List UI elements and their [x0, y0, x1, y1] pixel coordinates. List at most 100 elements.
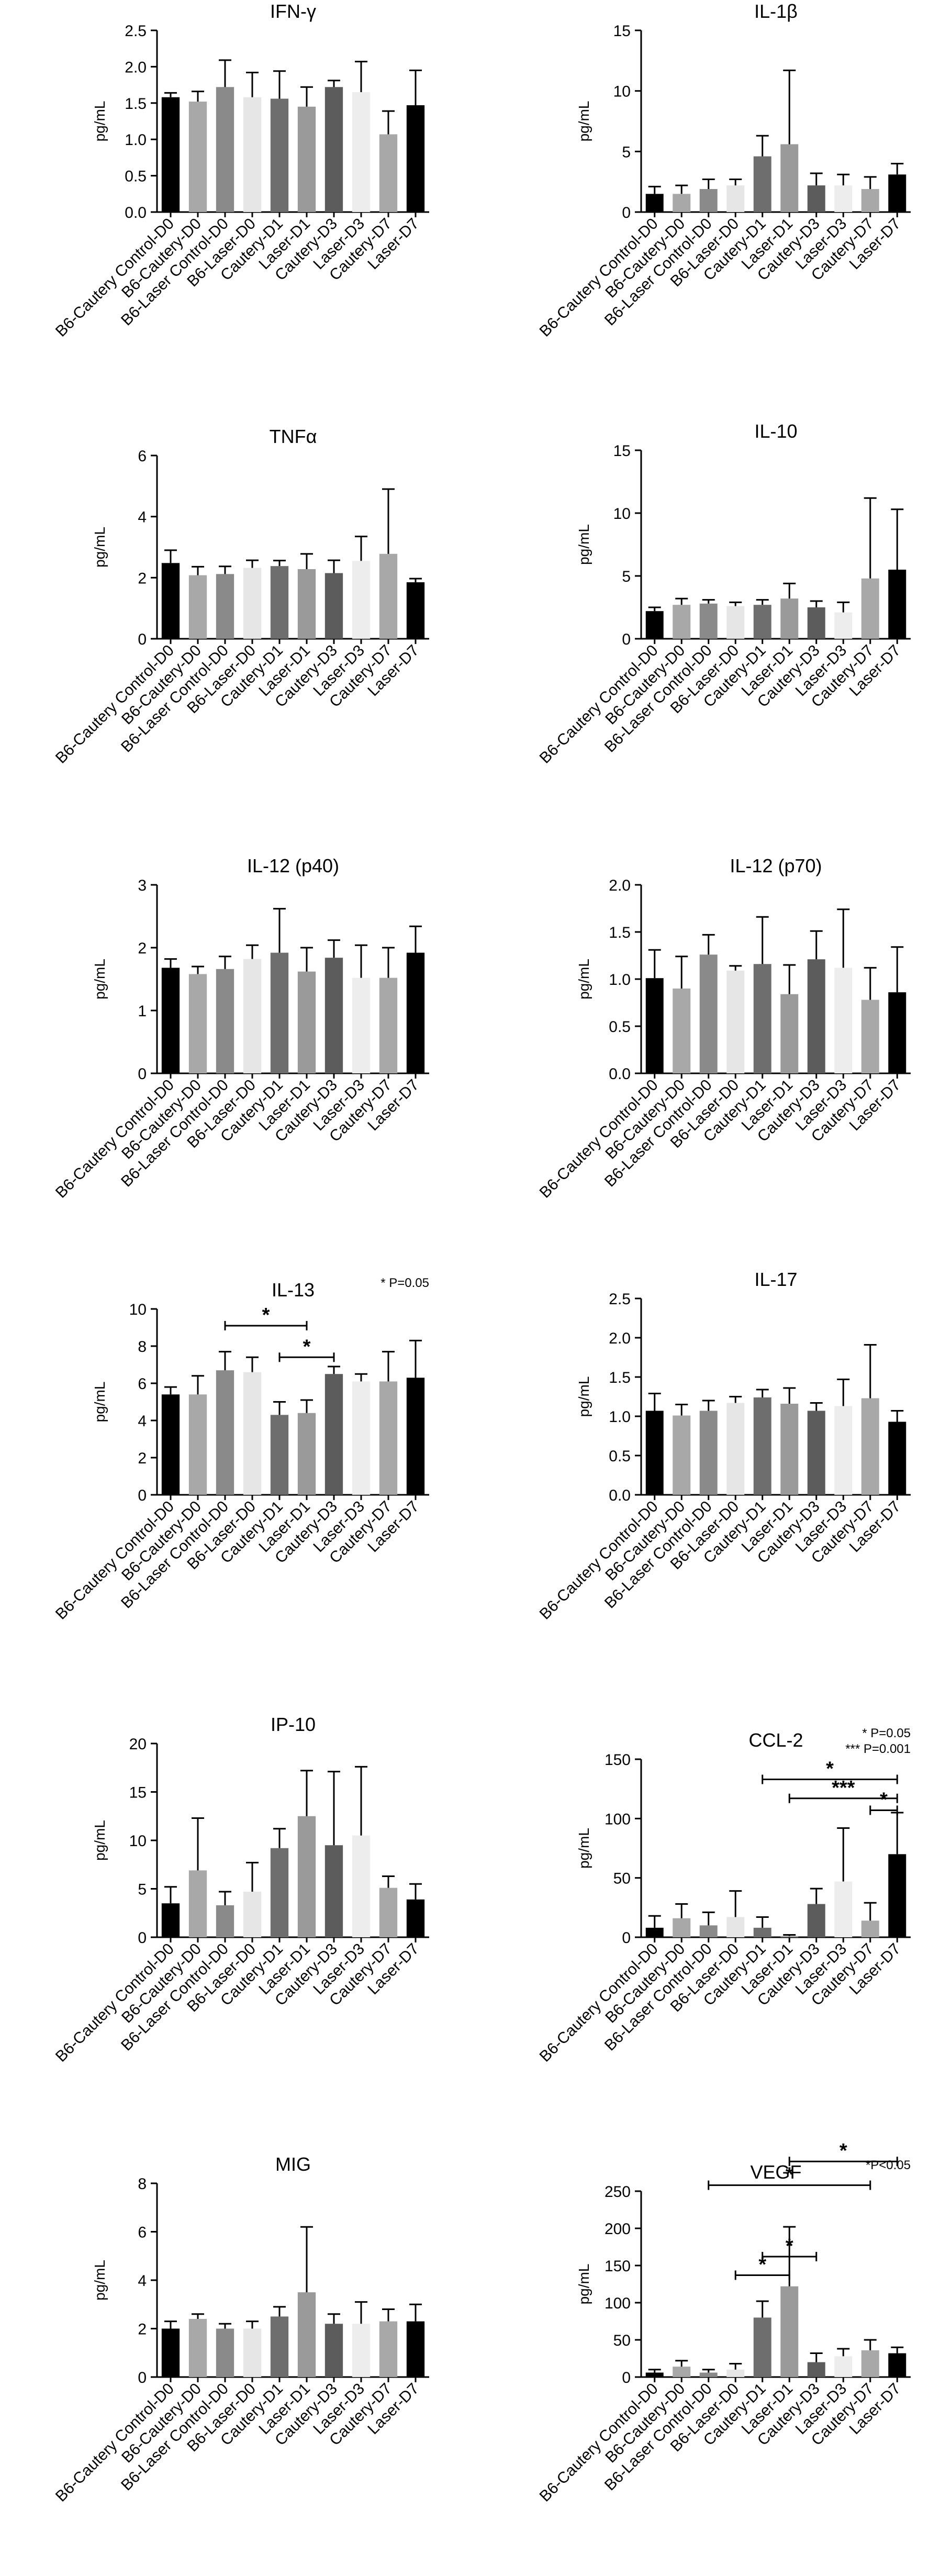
y-tick-label: 6	[138, 448, 147, 465]
bar-2	[216, 2328, 234, 2377]
y-axis-label: pg/mL	[576, 101, 592, 142]
y-tick-label: 10	[129, 1833, 147, 1850]
y-axis-label: pg/mL	[92, 1820, 108, 1861]
bar-1	[188, 1394, 207, 1495]
bar-8	[379, 134, 398, 212]
bar-0	[645, 611, 664, 639]
bar-1	[188, 575, 207, 639]
y-tick-label: 1.5	[125, 95, 147, 113]
y-axis-label: pg/mL	[576, 1828, 592, 1869]
bar-0	[645, 978, 664, 1073]
y-tick-label: 0	[138, 1487, 147, 1504]
y-axis-label: pg/mL	[576, 524, 592, 565]
y-tick-label: 0.5	[609, 1448, 631, 1465]
bar-2	[216, 87, 234, 212]
bar-7	[352, 92, 371, 212]
bar-5	[297, 2292, 316, 2377]
y-tick-label: 5	[622, 143, 631, 161]
bar-7	[834, 612, 853, 639]
bar-2	[699, 1411, 718, 1495]
bar-6	[324, 573, 343, 639]
significance-label: *	[758, 2253, 766, 2275]
y-tick-label: 50	[613, 2332, 631, 2349]
bar-3	[243, 568, 262, 639]
bar-5	[780, 1404, 799, 1495]
y-tick-label: 10	[613, 505, 631, 523]
bar-5	[780, 1936, 799, 1937]
y-tick-label: 5	[138, 1881, 147, 1898]
bar-4	[753, 2317, 771, 2377]
bar-1	[188, 1870, 207, 1937]
bar-8	[861, 2350, 879, 2377]
y-tick-label: 1.5	[609, 1369, 631, 1386]
significance-label: *	[786, 2164, 793, 2186]
y-tick-label: 2.0	[125, 59, 147, 76]
bar-3	[726, 2369, 745, 2377]
chart-title: TNFα	[270, 426, 317, 447]
bar-2	[699, 189, 718, 212]
y-tick-label: 15	[129, 1784, 147, 1802]
y-tick-label: 15	[613, 23, 631, 40]
y-tick-label: 4	[138, 509, 147, 526]
bar-2	[216, 1905, 234, 1937]
bar-6	[324, 87, 343, 212]
bar-5	[297, 1816, 316, 1937]
y-tick-label: 2	[138, 940, 147, 957]
bar-2	[216, 1370, 234, 1495]
y-tick-label: 10	[613, 83, 631, 101]
significance-label: ***	[832, 1777, 855, 1799]
y-tick-label: 3	[138, 877, 147, 894]
bar-4	[753, 156, 771, 212]
bar-3	[243, 1372, 262, 1495]
bar-9	[888, 1422, 906, 1495]
chart-title: IL-17	[754, 1269, 797, 1290]
bar-6	[324, 1845, 343, 1937]
bar-6	[324, 958, 343, 1073]
chart-title: IL-12 (p70)	[730, 855, 822, 876]
bar-1	[673, 1415, 691, 1495]
y-tick-label: 1.5	[609, 924, 631, 941]
chart-title: IFN-γ	[270, 1, 316, 22]
bar-0	[645, 1927, 664, 1937]
bar-5	[297, 569, 316, 639]
panel-5: IL-12 (p70)0.00.51.01.52.0pg/mLB6-Cauter…	[536, 855, 911, 1202]
bar-9	[406, 105, 425, 212]
bar-6	[807, 607, 825, 639]
y-tick-label: 0.5	[125, 168, 147, 185]
y-tick-label: 0	[138, 1929, 147, 1947]
significance-label: *	[303, 1336, 311, 1358]
y-tick-label: 0.0	[609, 1487, 631, 1504]
bar-2	[216, 969, 234, 1073]
bar-4	[753, 1397, 771, 1495]
bar-2	[699, 603, 718, 639]
x-tick-label: B6-Laser Control-D0	[601, 1076, 715, 1191]
y-tick-label: 20	[129, 1736, 147, 1753]
bar-0	[645, 194, 664, 212]
bar-3	[726, 606, 745, 639]
y-tick-label: 10	[129, 1301, 147, 1318]
y-tick-label: 0	[622, 1929, 631, 1947]
p-value-note: * P=0.05	[862, 1726, 911, 1740]
y-tick-label: 0.0	[609, 1065, 631, 1083]
bar-0	[161, 1903, 180, 1937]
bar-0	[161, 2328, 180, 2377]
y-tick-label: 6	[138, 1375, 147, 1393]
bar-6	[324, 1374, 343, 1495]
bar-3	[243, 2328, 262, 2377]
bar-7	[834, 185, 853, 212]
y-tick-label: 0	[622, 204, 631, 221]
bar-4	[270, 1848, 289, 1937]
y-axis-label: pg/mL	[92, 527, 108, 568]
x-tick-label: B6-Laser Control-D0	[601, 642, 715, 756]
bar-1	[188, 102, 207, 212]
bar-7	[352, 978, 371, 1073]
bar-6	[324, 2324, 343, 2377]
chart-title: IL-1β	[754, 1, 798, 22]
bar-9	[888, 2353, 906, 2377]
bar-2	[699, 2372, 718, 2377]
